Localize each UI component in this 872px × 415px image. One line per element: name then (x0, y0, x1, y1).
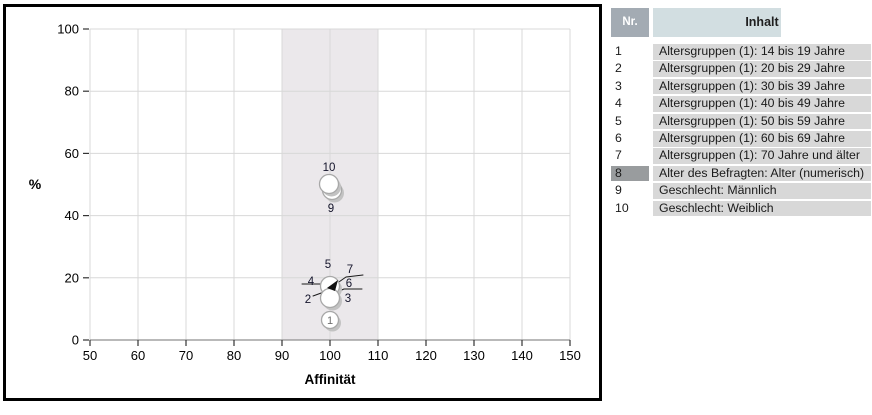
x-tick-label: 150 (559, 348, 581, 363)
row-content-cell: Geschlecht: Weiblich (653, 200, 871, 217)
col-header-nr: Nr. (611, 8, 649, 37)
point-number-label: 9 (328, 203, 334, 215)
row-nr-cell: 2 (615, 61, 622, 76)
table-row[interactable]: 9 Geschlecht: Männlich (611, 183, 871, 199)
row-nr-cell: 4 (615, 96, 622, 111)
table-row[interactable]: 2 Altersgruppen (1): 20 bis 29 Jahre (611, 61, 871, 77)
y-tick-label: 40 (65, 208, 79, 223)
row-content-cell: Altersgruppen (1): 14 bis 19 Jahre (653, 44, 871, 60)
row-content-cell: Altersgruppen (1): 50 bis 59 Jahre (653, 113, 871, 130)
table-row[interactable]: 3 Altersgruppen (1): 30 bis 39 Jahre (611, 78, 871, 95)
table-row[interactable]: 6 Altersgruppen (1): 60 bis 69 Jahre (611, 130, 871, 147)
row-nr-cell: 3 (615, 78, 622, 93)
bubble-inner-label: 1 (327, 315, 333, 327)
row-nr-cell: 9 (615, 183, 622, 198)
x-tick-label: 60 (131, 348, 145, 363)
table-row[interactable]: 4 Altersgruppen (1): 40 bis 49 Jahre (611, 96, 871, 112)
row-nr-cell: 1 (615, 44, 622, 58)
row-content-cell: Geschlecht: Männlich (653, 183, 871, 199)
table-row[interactable]: 7 Altersgruppen (1): 70 Jahre und älter (611, 148, 871, 164)
col-header-inhalt: Inhalt (653, 8, 781, 37)
point-number-label: 10 (323, 162, 336, 174)
row-nr-cell: 7 (615, 148, 622, 163)
x-tick-label: 110 (368, 348, 389, 363)
x-tick-label: 70 (179, 348, 193, 363)
legend-table-body: 1 Altersgruppen (1): 14 bis 19 Jahre 2 Alte… (611, 44, 871, 217)
table-row[interactable]: 1 Altersgruppen (1): 14 bis 19 Jahre (611, 44, 871, 60)
x-tick-label: 140 (511, 348, 533, 363)
y-tick-label: 20 (65, 270, 79, 285)
point-number-label: 2 (305, 294, 311, 306)
affinity-chart-panel: 0 20 40 60 80 100 50 60 70 80 90 100 110 120 130 140 150… (3, 4, 602, 401)
x-tick-label: 90 (275, 348, 289, 363)
x-axis-title: Affinität (305, 372, 356, 387)
row-nr-cell: 5 (615, 113, 622, 128)
y-tick-label: 100 (57, 22, 79, 37)
point-number-label: 3 (345, 293, 351, 305)
x-tick-label: 50 (83, 348, 97, 363)
row-content-cell: Altersgruppen (1): 60 bis 69 Jahre (653, 130, 871, 147)
data-point-bubble (320, 310, 340, 330)
table-row[interactable]: 5 Altersgruppen (1): 50 bis 59 Jahre (611, 113, 871, 130)
row-content-cell: Alter des Befragten: Alter (numerisch) (653, 165, 871, 182)
legend-table: Nr. Inhalt 1 Altersgruppen (1): 14 bis 19… (611, 8, 871, 218)
x-tick-label: 80 (227, 348, 241, 363)
label-leader-line (335, 274, 364, 285)
y-tick-label: 80 (65, 84, 79, 99)
y-tick-label: 60 (65, 146, 79, 161)
data-point-bubble (318, 173, 340, 195)
row-nr-cell: 10 (615, 200, 629, 215)
x-tick-label: 120 (415, 348, 437, 363)
x-tick-label: 130 (463, 348, 485, 363)
y-tick-label: 0 (72, 333, 79, 348)
row-content-cell: Altersgruppen (1): 70 Jahre und älter (653, 148, 871, 164)
data-point-bubble (319, 287, 341, 309)
point-number-label: 7 (347, 264, 353, 276)
point-number-label: 5 (325, 259, 331, 271)
row-content-cell: Altersgruppen (1): 40 bis 49 Jahre (653, 96, 871, 112)
row-nr-cell: 6 (615, 130, 622, 145)
legend-table-header: Nr. Inhalt (611, 8, 871, 37)
y-axis-title: % (29, 176, 42, 192)
row-nr-cell: 8 (611, 165, 649, 182)
cluster-arrow-marker (327, 280, 338, 291)
point-number-label: 6 (346, 278, 352, 290)
row-content-cell: Altersgruppen (1): 30 bis 39 Jahre (653, 78, 871, 95)
x-tick-label: 100 (319, 348, 341, 363)
table-row[interactable]: 8 Alter des Befragten: Alter (numerisch) (611, 165, 871, 182)
table-row[interactable]: 10 Geschlecht: Weiblich (611, 200, 871, 217)
row-content-cell: Altersgruppen (1): 20 bis 29 Jahre (653, 61, 871, 77)
point-number-label: 4 (308, 276, 315, 288)
